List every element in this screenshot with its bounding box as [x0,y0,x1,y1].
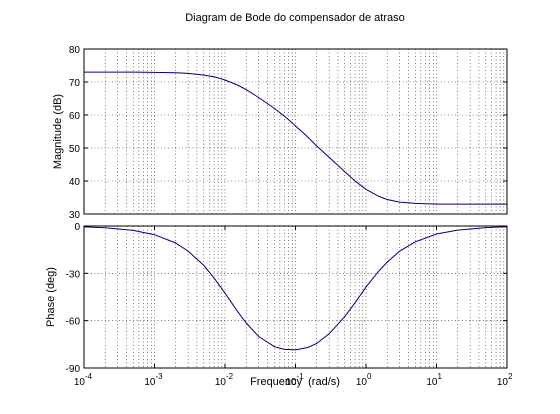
chart-title: Diagram de Bode do compensador de atraso [185,12,405,24]
magnitude-y-tick-label: 30 [69,210,81,221]
phase-y-tick-label: 0 [74,222,80,233]
x-tick-label-base: 10 [285,377,297,388]
x-tick-label-exponent: 0 [367,372,372,381]
x-tick-label-exponent: -4 [85,372,93,381]
x-tick-label-exponent: 2 [508,372,513,381]
x-tick-label-exponent: 1 [438,372,443,381]
phase-y-tick-label: -30 [66,269,81,280]
x-tick-label-base: 10 [426,377,438,388]
x-tick-label-exponent: -3 [156,372,164,381]
x-tick-label-base: 10 [74,377,86,388]
magnitude-y-label: Magnitude (dB) [52,94,64,169]
phase-y-tick-label: -60 [66,317,81,328]
phase-y-label: Phase (deg) [45,267,57,327]
magnitude-y-tick-label: 40 [69,177,81,188]
magnitude-y-tick-label: 70 [69,78,81,89]
magnitude-plot-frame [83,48,508,215]
phase-y-tick-label: -90 [66,364,81,375]
x-tick-label-exponent: -2 [226,372,234,381]
magnitude-axes: 30 40 50 60 70 80 Magnitude (dB) [52,45,508,221]
x-tick-label-base: 10 [497,377,509,388]
magnitude-series-line [84,71,507,205]
x-tick-label-exponent: -1 [297,372,305,381]
phase-series-line [83,226,508,351]
frequency-x-label: Frequency (rad/s) [250,376,340,388]
magnitude-y-tick-label: 80 [69,45,81,56]
magnitude-y-tick-label: 60 [69,111,81,122]
x-tick-label-base: 10 [144,377,156,388]
magnitude-y-tick-label: 50 [69,144,81,155]
x-tick-label-base: 10 [356,377,368,388]
x-tick-label-base: 10 [215,377,227,388]
